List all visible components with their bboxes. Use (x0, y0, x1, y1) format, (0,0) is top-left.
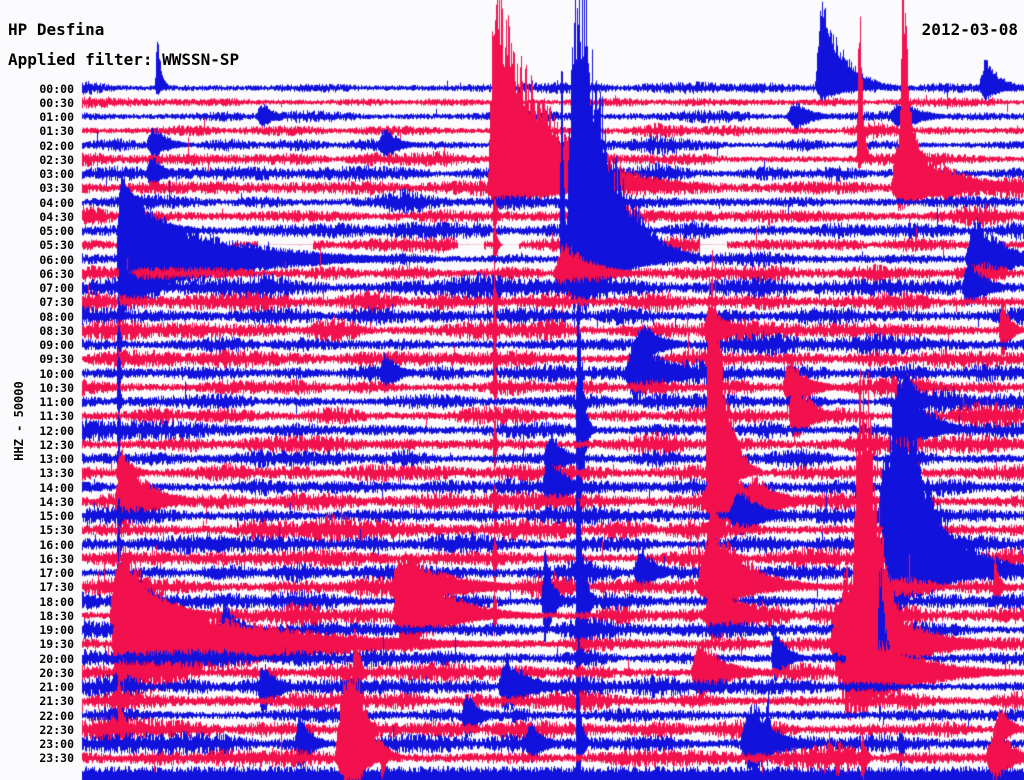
time-label: 20:00 (39, 651, 74, 666)
time-label: 13:30 (39, 466, 74, 481)
time-label: 18:30 (39, 608, 74, 623)
time-label: 19:30 (39, 637, 74, 652)
time-label: 01:30 (39, 124, 74, 139)
time-label: 09:00 (39, 338, 74, 353)
station-title: HP Desfina (8, 20, 105, 39)
time-label: 07:30 (39, 295, 74, 310)
time-label: 07:00 (39, 281, 74, 296)
time-label: 22:00 (39, 708, 74, 723)
time-label: 09:30 (39, 352, 74, 367)
time-label: 08:30 (39, 323, 74, 338)
time-label: 23:00 (39, 737, 74, 752)
time-label: 01:00 (39, 110, 74, 124)
time-label: 12:30 (39, 437, 74, 452)
time-label: 21:00 (39, 680, 74, 695)
time-label: 13:00 (39, 452, 74, 467)
time-label: 02:30 (39, 152, 74, 167)
time-label: 17:00 (39, 566, 74, 581)
time-label: 04:00 (39, 195, 74, 210)
time-label: 18:00 (39, 594, 74, 609)
time-label: 17:30 (39, 580, 74, 595)
time-label: 20:30 (39, 665, 74, 680)
time-label: 11:30 (39, 409, 74, 424)
time-label: 05:00 (39, 224, 74, 239)
time-label: 06:30 (39, 266, 74, 281)
filter-label: Applied filter: WWSSN-SP (8, 50, 240, 69)
time-label: 03:30 (39, 181, 74, 196)
time-label: 11:00 (39, 395, 74, 410)
time-label: 14:30 (39, 494, 74, 509)
time-label: 16:00 (39, 537, 74, 552)
time-label: 06:00 (39, 252, 74, 267)
time-label: 02:00 (39, 138, 74, 153)
time-label: 05:30 (39, 238, 74, 253)
time-label: 10:30 (39, 380, 74, 395)
time-label: 12:00 (39, 423, 74, 438)
time-label: 15:00 (39, 509, 74, 524)
time-label: 22:30 (39, 722, 74, 737)
time-label: 16:30 (39, 551, 74, 566)
date-label: 2012-03-08 (921, 20, 1018, 39)
time-labels-column: 00:00 00:30 01:00 01:30 02:00 02:30 03:00 03:30… (0, 0, 78, 780)
time-label: 19:00 (39, 623, 74, 638)
time-label: 14:00 (39, 480, 74, 495)
time-label: 03:00 (39, 167, 74, 182)
time-label: 04:30 (39, 209, 74, 224)
time-label: 21:30 (39, 694, 74, 709)
time-label: 00:00 (39, 81, 74, 96)
time-label: 15:30 (39, 523, 74, 538)
time-label: 23:30 (39, 751, 74, 766)
time-label: 00:30 (39, 95, 74, 110)
time-label: 10:00 (39, 366, 74, 381)
time-label: 08:00 (39, 309, 74, 324)
